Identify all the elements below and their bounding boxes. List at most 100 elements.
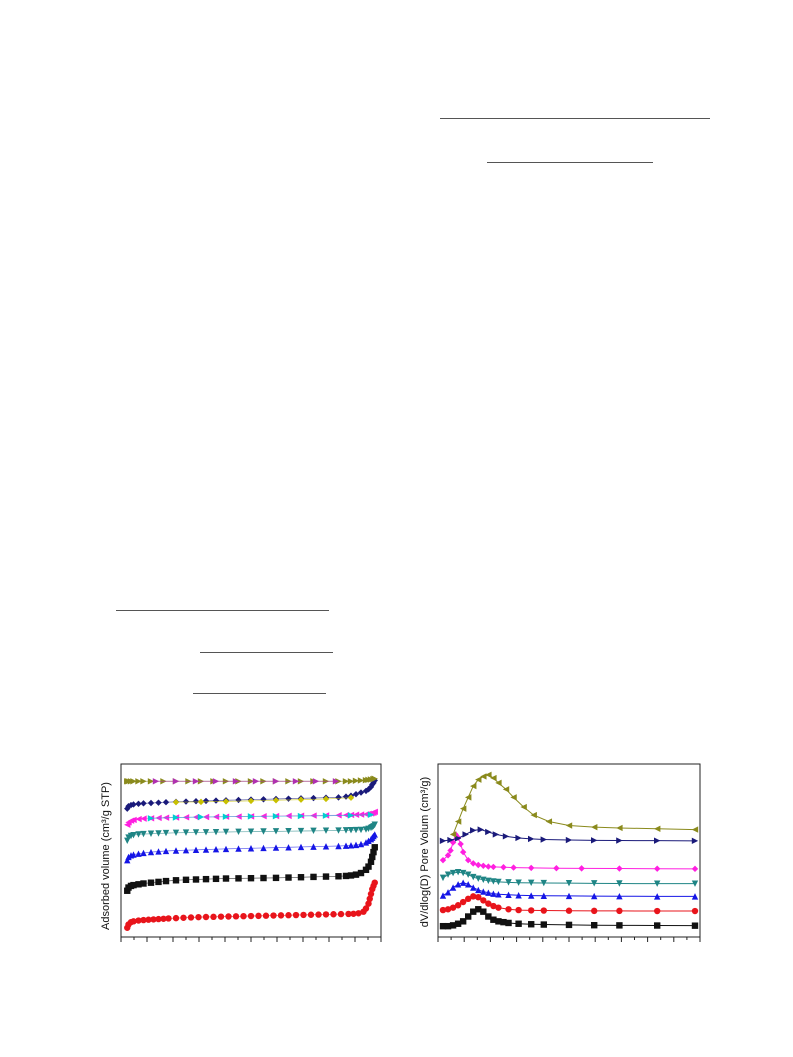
- data-point: [449, 922, 457, 929]
- data-point: [232, 778, 240, 785]
- data-point: [528, 864, 535, 872]
- data-point: [528, 835, 535, 843]
- data-point: [130, 851, 137, 858]
- data-point: [260, 844, 267, 852]
- data-point: [260, 874, 267, 882]
- data-point: [345, 910, 352, 918]
- data-point: [140, 916, 147, 924]
- data-point: [444, 922, 452, 930]
- data-point: [342, 811, 350, 819]
- data-point: [565, 836, 573, 844]
- data-point: [285, 795, 292, 802]
- data-point: [485, 913, 492, 920]
- data-point: [322, 873, 330, 880]
- data-point: [591, 837, 598, 844]
- data-point: [480, 876, 487, 884]
- data-point: [272, 828, 280, 835]
- data-series: [439, 869, 699, 887]
- data-point: [457, 840, 464, 848]
- data-point: [202, 846, 210, 853]
- data-point: [470, 884, 477, 891]
- data-point: [449, 869, 457, 877]
- data-point: [192, 846, 200, 854]
- data-point: [172, 877, 180, 884]
- data-point: [470, 782, 477, 790]
- data-point: [140, 880, 147, 887]
- data-point: [140, 800, 147, 807]
- data-point: [447, 836, 454, 844]
- data-point: [691, 865, 699, 873]
- data-point: [172, 829, 180, 836]
- data-point: [202, 829, 210, 836]
- data-point: [465, 881, 472, 888]
- data-point: [297, 874, 305, 881]
- page-rule: [193, 693, 326, 694]
- data-point: [247, 813, 255, 820]
- data-point: [654, 865, 661, 872]
- data-point: [447, 847, 454, 854]
- data-point: [222, 828, 230, 836]
- data-point: [480, 897, 487, 904]
- data-point: [130, 918, 137, 925]
- data-point: [505, 919, 512, 927]
- data-point: [465, 913, 472, 920]
- data-point: [315, 911, 322, 918]
- data-point: [352, 826, 360, 834]
- data-point: [135, 881, 142, 888]
- data-point: [247, 912, 255, 920]
- data-point: [553, 865, 560, 872]
- data-point: [247, 828, 255, 835]
- data-point: [155, 848, 162, 855]
- data-point: [182, 876, 190, 884]
- data-point: [490, 774, 497, 782]
- data-point: [480, 888, 487, 895]
- data-point: [124, 856, 131, 864]
- data-point: [212, 828, 220, 836]
- data-point: [270, 912, 277, 919]
- data-point: [654, 922, 661, 929]
- data-point: [530, 811, 537, 819]
- data-point: [357, 840, 365, 848]
- data-point: [135, 800, 142, 808]
- data-point: [444, 889, 452, 896]
- data-point: [454, 818, 462, 825]
- data-point: [691, 907, 699, 915]
- data-point: [222, 798, 230, 805]
- data-point: [371, 808, 378, 816]
- data-point: [212, 846, 220, 853]
- data-point: [475, 886, 482, 894]
- data-point: [307, 911, 315, 918]
- data-point: [591, 880, 598, 887]
- data-point: [371, 844, 378, 851]
- data-point: [357, 777, 365, 784]
- data-point: [490, 890, 497, 897]
- data-point: [140, 830, 147, 838]
- data-point: [272, 813, 280, 820]
- data-point: [490, 902, 497, 910]
- data-point: [272, 844, 280, 851]
- isotherm-chart: [120, 763, 382, 942]
- data-point: [439, 906, 447, 914]
- data-point: [616, 907, 623, 915]
- data-point: [540, 836, 547, 843]
- series-line: [175, 797, 352, 803]
- data-point: [162, 829, 170, 837]
- data-point: [495, 779, 502, 787]
- data-point: [357, 826, 365, 834]
- data-point: [192, 829, 200, 836]
- data-point: [285, 844, 292, 851]
- data-point: [459, 918, 467, 925]
- data-point: [147, 848, 155, 856]
- data-point: [367, 858, 375, 865]
- data-point: [540, 907, 547, 914]
- data-point: [130, 881, 137, 889]
- data-point: [235, 845, 242, 852]
- data-series: [152, 778, 340, 785]
- data-point: [335, 827, 342, 834]
- data-point: [454, 902, 462, 909]
- data-point: [182, 846, 190, 854]
- data-point: [459, 879, 467, 886]
- data-point: [565, 822, 573, 829]
- data-point: [540, 892, 547, 899]
- data-point: [337, 910, 345, 918]
